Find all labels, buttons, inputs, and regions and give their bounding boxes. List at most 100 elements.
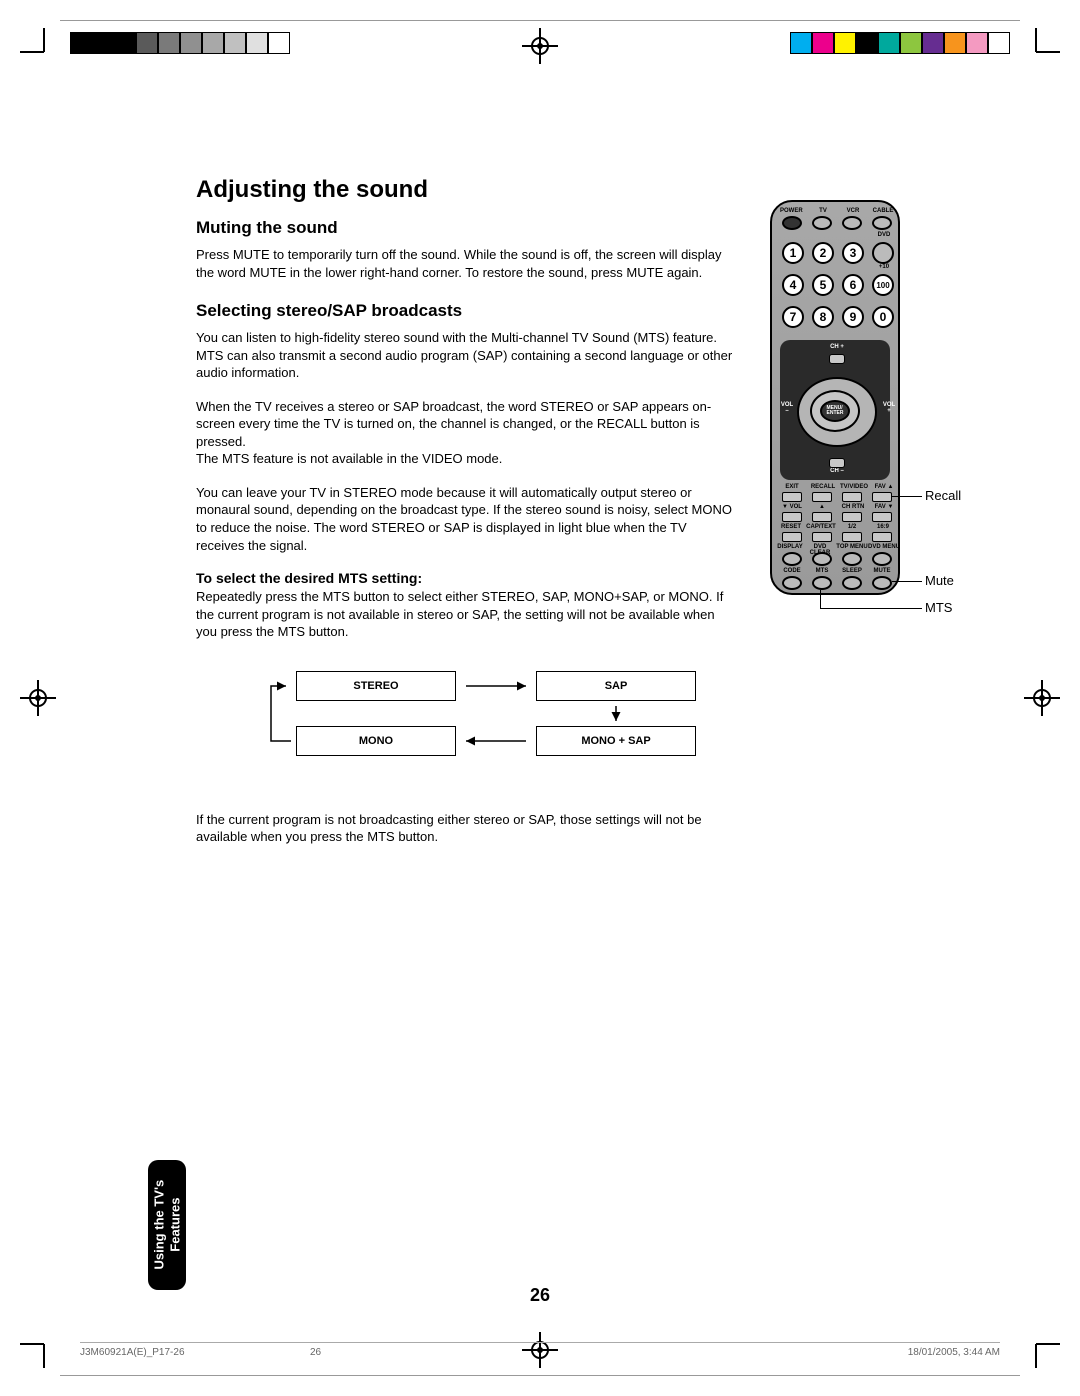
stereo-after: If the current program is not broadcasti… bbox=[196, 811, 736, 846]
label-captext: CAP/TEXT bbox=[806, 524, 836, 530]
num-2[interactable]: 2 bbox=[812, 242, 834, 264]
remote-illustration: POWER TV VCR CABLE DVD 1 2 3 +10 4 5 6 1… bbox=[770, 200, 900, 595]
callout-mts: MTS bbox=[925, 600, 952, 615]
grayscale-swatches bbox=[70, 32, 290, 54]
color-swatches bbox=[790, 32, 1010, 54]
crop-mark-icon bbox=[20, 1332, 56, 1368]
registration-target-icon bbox=[1024, 680, 1060, 716]
section-stereo-title: Selecting stereo/SAP broadcasts bbox=[196, 301, 736, 321]
favdown-button[interactable] bbox=[872, 512, 892, 522]
reset-button[interactable] bbox=[782, 532, 802, 542]
mts-button[interactable] bbox=[812, 576, 832, 590]
label-tvvideo: TV/VIDEO bbox=[840, 484, 868, 490]
remote-label-cable: CABLE bbox=[872, 208, 894, 214]
label-favdown: FAV ▼ bbox=[872, 504, 896, 510]
leader-line bbox=[892, 581, 922, 582]
remote-label-dvd: DVD bbox=[874, 232, 894, 238]
footer-page: 26 bbox=[310, 1347, 321, 1358]
num-4[interactable]: 4 bbox=[782, 274, 804, 296]
leader-line bbox=[820, 608, 922, 609]
display-button[interactable] bbox=[782, 552, 802, 566]
section-muting-title: Muting the sound bbox=[196, 218, 736, 238]
tv-button[interactable] bbox=[812, 216, 832, 230]
favup-button[interactable] bbox=[872, 492, 892, 502]
chrtn-button[interactable] bbox=[842, 512, 862, 522]
footer-timestamp: 18/01/2005, 3:44 AM bbox=[908, 1347, 1000, 1358]
mts-cycle-diagram: STEREO SAP MONO + SAP MONO bbox=[256, 671, 696, 771]
label-recall: RECALL bbox=[810, 484, 836, 490]
ch-plus-label: CH + bbox=[824, 344, 850, 350]
exit-button[interactable] bbox=[782, 492, 802, 502]
num-1[interactable]: 1 bbox=[782, 242, 804, 264]
callout-recall: Recall bbox=[925, 488, 961, 503]
vcr-button[interactable] bbox=[842, 216, 862, 230]
num-5[interactable]: 5 bbox=[812, 274, 834, 296]
num-7[interactable]: 7 bbox=[782, 306, 804, 328]
label-12: 1/2 bbox=[842, 524, 862, 530]
label-reset: RESET bbox=[778, 524, 804, 530]
label-favup: FAV ▲ bbox=[872, 484, 896, 490]
label-mute: MUTE bbox=[870, 568, 894, 574]
up-button[interactable] bbox=[812, 512, 832, 522]
section-muting-body: Press MUTE to temporarily turn off the s… bbox=[196, 246, 736, 281]
menu-enter-button[interactable]: MENU/ ENTER bbox=[820, 400, 850, 422]
vol-button[interactable] bbox=[782, 512, 802, 522]
mts-body: Repeatedly press the MTS button to selec… bbox=[196, 588, 736, 641]
topmenu-button[interactable] bbox=[842, 552, 862, 566]
num-9[interactable]: 9 bbox=[842, 306, 864, 328]
label-vol: ▼ VOL bbox=[778, 504, 806, 510]
num-6[interactable]: 6 bbox=[842, 274, 864, 296]
dvd-button[interactable] bbox=[872, 242, 894, 264]
label-sleep: SLEEP bbox=[840, 568, 864, 574]
num-8[interactable]: 8 bbox=[812, 306, 834, 328]
sleep-button[interactable] bbox=[842, 576, 862, 590]
remote-label-tv: TV bbox=[812, 208, 834, 214]
stereo-p2: When the TV receives a stereo or SAP bro… bbox=[196, 398, 736, 451]
stereo-p3: You can leave your TV in STEREO mode bec… bbox=[196, 484, 736, 554]
label-169: 16:9 bbox=[872, 524, 894, 530]
cable-button[interactable] bbox=[872, 216, 892, 230]
crop-mark-icon bbox=[1024, 1332, 1060, 1368]
section-tab: Using the TV's Features bbox=[148, 1160, 186, 1290]
crop-mark-icon bbox=[20, 28, 56, 64]
wide-button[interactable] bbox=[872, 532, 892, 542]
label-code: CODE bbox=[780, 568, 804, 574]
leader-line bbox=[820, 590, 821, 608]
registration-target-icon bbox=[20, 680, 56, 716]
ch-up-button[interactable] bbox=[829, 354, 845, 364]
footer: J3M60921A(E)_P17-26 26 18/01/2005, 3:44 … bbox=[80, 1342, 1000, 1358]
power-button[interactable] bbox=[782, 216, 802, 230]
page-title: Adjusting the sound bbox=[196, 176, 736, 204]
registration-target-icon bbox=[522, 28, 558, 64]
recall-button[interactable] bbox=[812, 492, 832, 502]
dvdclear-button[interactable] bbox=[812, 552, 832, 566]
code-button[interactable] bbox=[782, 576, 802, 590]
remote-label-power: POWER bbox=[780, 208, 802, 214]
num-0[interactable]: 0 bbox=[872, 306, 894, 328]
tvvideo-button[interactable] bbox=[842, 492, 862, 502]
num-3[interactable]: 3 bbox=[842, 242, 864, 264]
label-topmenu: TOP MENU bbox=[836, 544, 868, 550]
vol-minus-label: VOL – bbox=[780, 402, 794, 414]
footer-filename: J3M60921A(E)_P17-26 bbox=[80, 1347, 185, 1358]
mts-subtitle: To select the desired MTS setting: bbox=[196, 570, 736, 586]
vol-plus-label: VOL + bbox=[882, 402, 896, 414]
label-chrtn: CH RTN bbox=[840, 504, 866, 510]
label-dvdmenu: DVD MENU bbox=[868, 544, 900, 550]
label-display: DISPLAY bbox=[776, 544, 804, 550]
half-button[interactable] bbox=[842, 532, 862, 542]
dvdmenu-button[interactable] bbox=[872, 552, 892, 566]
page-number: 26 bbox=[0, 1285, 1080, 1306]
remote-label-vcr: VCR bbox=[842, 208, 864, 214]
label-up: ▲ bbox=[812, 504, 832, 510]
crop-mark-icon bbox=[1024, 28, 1060, 64]
ch-down-button[interactable] bbox=[829, 458, 845, 468]
callout-mute: Mute bbox=[925, 573, 954, 588]
label-exit: EXIT bbox=[780, 484, 804, 490]
ch-minus-label: CH – bbox=[824, 468, 850, 474]
captext-button[interactable] bbox=[812, 532, 832, 542]
leader-line bbox=[892, 496, 922, 497]
stereo-p2b: The MTS feature is not available in the … bbox=[196, 450, 736, 468]
num-100[interactable]: 100 bbox=[872, 274, 894, 296]
mute-button[interactable] bbox=[872, 576, 892, 590]
